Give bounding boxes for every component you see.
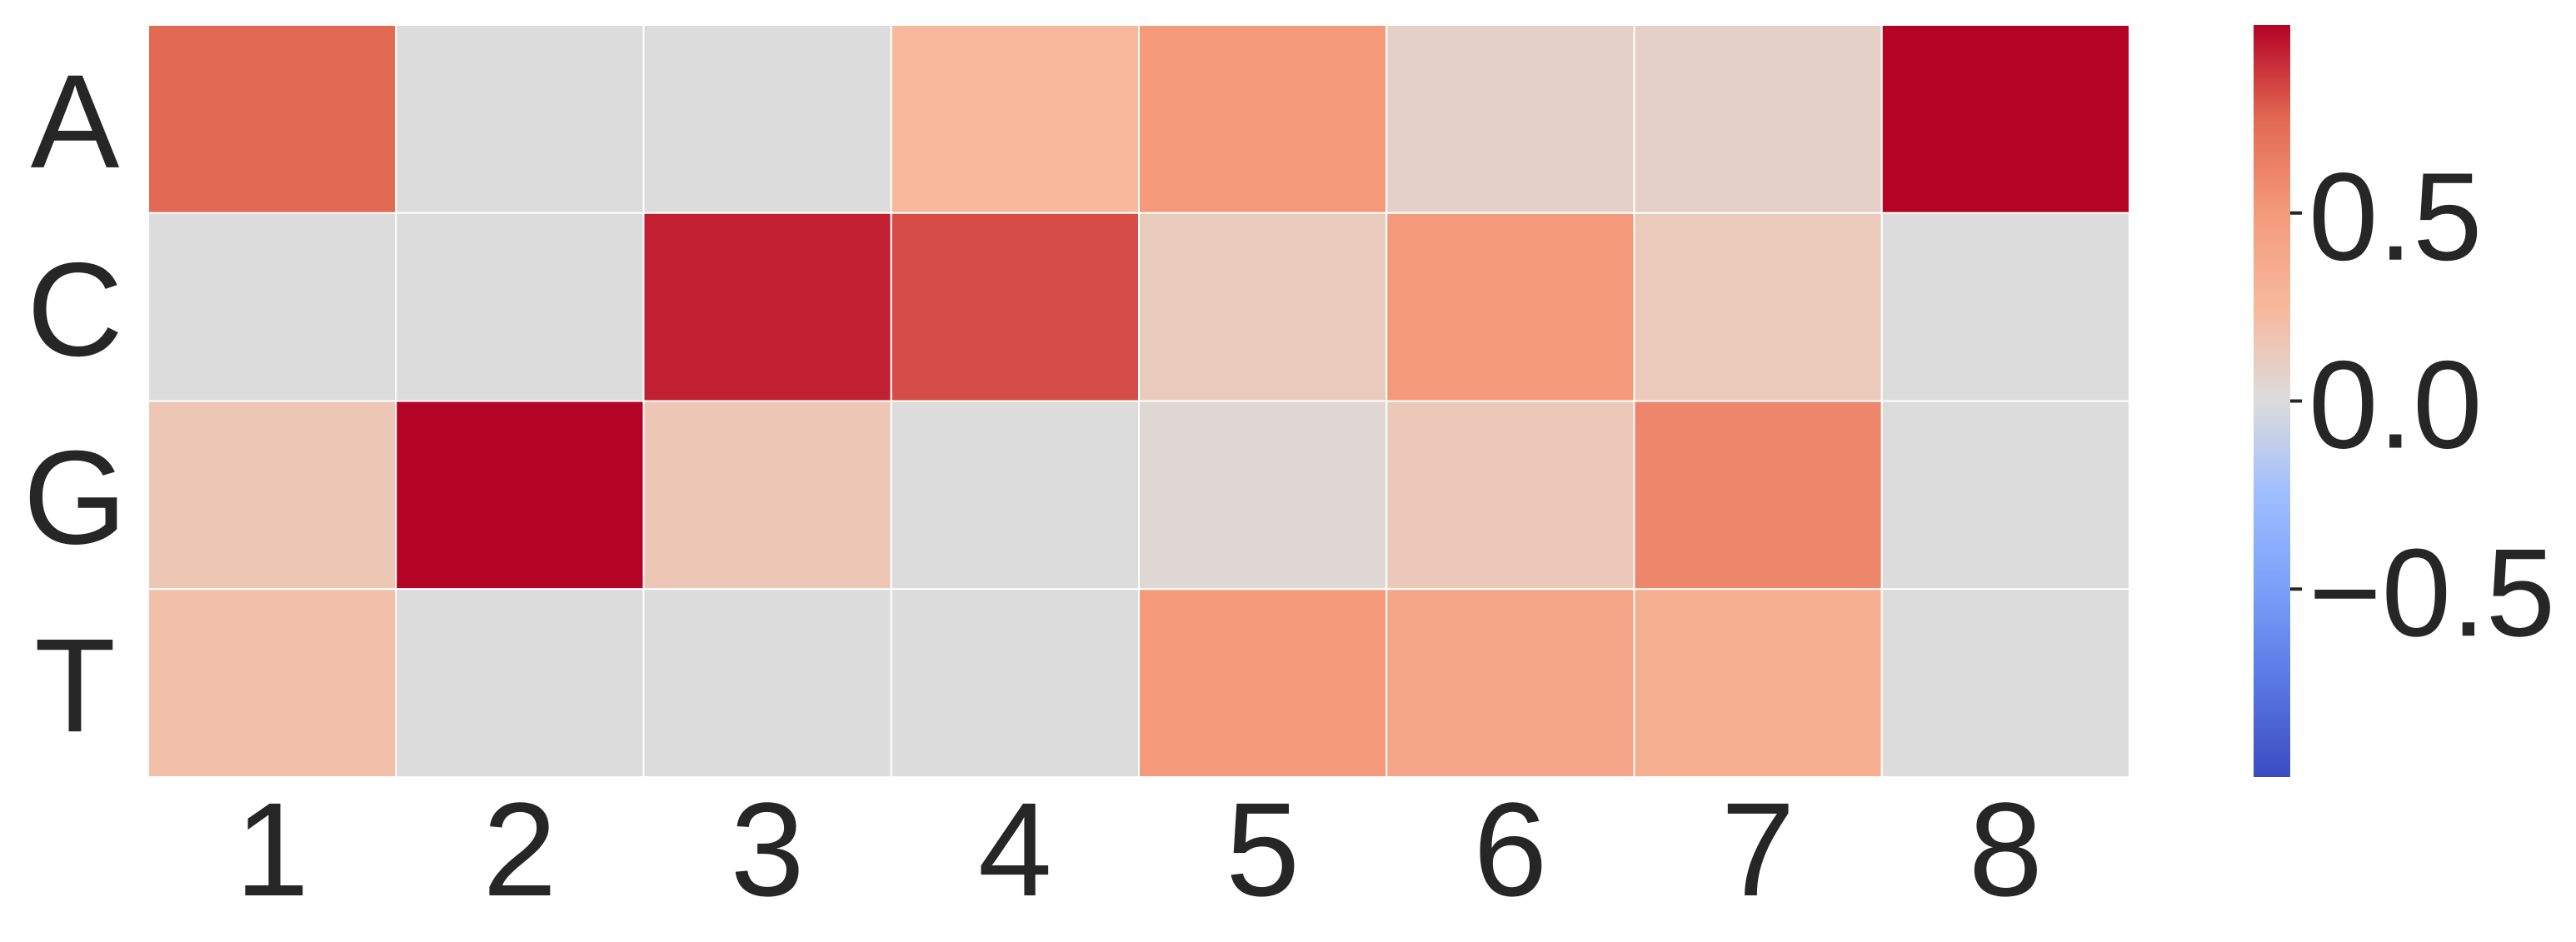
heatmap-cell-T-6 [1385,588,1635,778]
heatmap-cell-C-2 [395,212,645,402]
heatmap-cell-A-3 [642,24,892,214]
heatmap-cell-C-7 [1633,212,1883,402]
y-tick-label: A [31,47,120,196]
heatmap-cell-A-2 [395,24,645,214]
heatmap-cell-T-4 [890,588,1140,778]
heatmap-cell-C-3 [642,212,892,402]
heatmap-cell-A-5 [1138,24,1388,214]
x-tick-label: 8 [1969,775,2043,924]
x-tick-label: 6 [1473,775,1547,924]
colorbar [2254,25,2290,777]
heatmap-cell-A-1 [147,24,397,214]
x-tick-label: 4 [978,775,1052,924]
heatmap-cell-T-5 [1138,588,1388,778]
heatmap-cell-A-4 [890,24,1140,214]
x-tick-label: 3 [731,775,805,924]
heatmap-cell-A-7 [1633,24,1883,214]
heatmap-cell-T-2 [395,588,645,778]
heatmap-cell-G-8 [1880,400,2130,591]
y-tick-label: T [34,611,116,760]
colorbar-tick-label: 0.0 [2309,335,2483,475]
x-tick-labels: 1 2 3 4 5 6 7 8 [235,775,2043,924]
heatmap-cell-G-1 [147,400,397,591]
colorbar-tick-label: 0.5 [2309,147,2483,287]
heatmap-cell-C-1 [147,212,397,402]
y-tick-label: C [27,235,123,384]
colorbar-ticks: 0.5 0.0 −0.5 [2290,147,2555,662]
x-tick-label: 2 [482,775,557,924]
heatmap-cell-G-6 [1385,400,1635,591]
x-tick-label: 7 [1721,775,1795,924]
x-tick-label: 5 [1226,775,1300,924]
heatmap-cell-G-4 [890,400,1140,591]
heatmap-cell-T-8 [1880,588,2130,778]
x-tick-label: 1 [235,775,309,924]
heatmap-cell-C-4 [890,212,1140,402]
heatmap-cell-T-3 [642,588,892,778]
heatmap-cell-G-2 [395,400,645,591]
heatmap-cell-G-3 [642,400,892,591]
colorbar-tick-label: −0.5 [2309,522,2555,662]
heatmap-cell-C-5 [1138,212,1388,402]
heatmap-cell-T-1 [147,588,397,778]
heatmap-cell-A-6 [1385,24,1635,214]
heatmap-cell-T-7 [1633,588,1883,778]
heatmap-cell-C-8 [1880,212,2130,402]
heatmap-cell-C-6 [1385,212,1635,402]
heatmap-cell-G-7 [1633,400,1883,591]
y-tick-label: G [23,422,127,571]
heatmap-cell-A-8 [1880,24,2130,214]
heatmap-cell-G-5 [1138,400,1388,591]
heatmap-cells [147,24,2130,778]
